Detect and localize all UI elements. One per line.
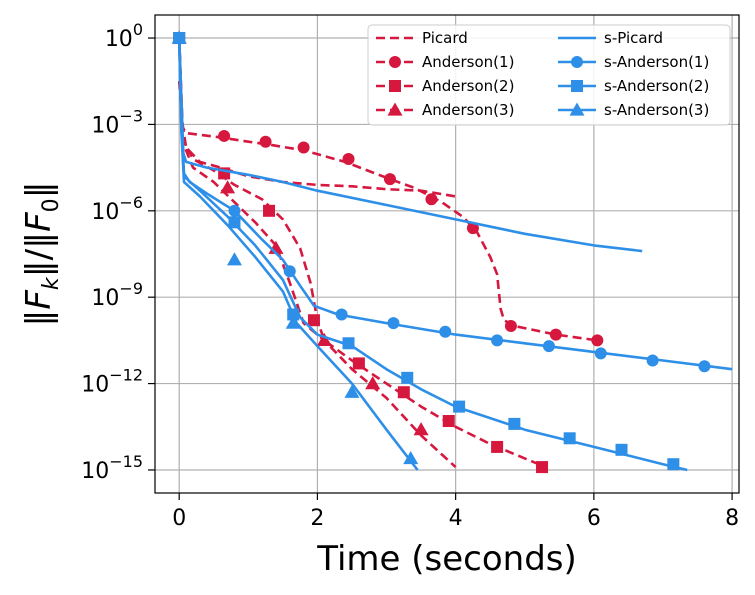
series-s-anderson2 bbox=[173, 32, 688, 472]
data-point bbox=[397, 386, 410, 399]
data-point bbox=[263, 204, 276, 217]
plot-frame bbox=[154, 14, 740, 494]
data-point bbox=[615, 443, 628, 456]
data-point bbox=[491, 334, 504, 347]
ticks: 0 2 4 6 8 100 10−3 10−6 10−9 10−12 10−15 bbox=[81, 20, 739, 531]
data-point bbox=[259, 135, 272, 148]
x-tick-label: 2 bbox=[310, 506, 324, 531]
data-point bbox=[466, 222, 479, 235]
series-layer bbox=[171, 30, 733, 474]
data-point bbox=[342, 337, 355, 350]
y-axis-title: ‖Fk‖/‖F0‖ bbox=[19, 181, 64, 326]
legend-label-anderson2: Anderson(2) bbox=[422, 77, 514, 95]
legend-frame bbox=[367, 24, 731, 126]
legend-marker-s-anderson1 bbox=[571, 56, 583, 68]
legend-label-picard: Picard bbox=[422, 29, 468, 47]
data-point bbox=[226, 252, 242, 266]
data-point bbox=[442, 415, 455, 428]
data-point bbox=[383, 173, 396, 186]
legend-marker-s-anderson3 bbox=[569, 102, 585, 116]
x-tick-label: 4 bbox=[449, 506, 463, 531]
legend-label-s-anderson3: s-Anderson(3) bbox=[604, 101, 709, 119]
legend-marker-s-anderson2 bbox=[571, 80, 583, 92]
data-point bbox=[307, 314, 320, 327]
data-point bbox=[536, 461, 549, 474]
y-tick-label: 10−6 bbox=[91, 193, 143, 225]
legend-label-anderson1: Anderson(1) bbox=[422, 53, 514, 71]
legend-label-s-anderson2: s-Anderson(2) bbox=[604, 77, 709, 95]
data-point bbox=[283, 265, 296, 278]
legend: Picard Anderson(1) Anderson(2) Anderson(3) s… bbox=[367, 24, 731, 126]
data-point bbox=[401, 371, 414, 384]
x-tick-label: 0 bbox=[172, 506, 186, 531]
legend-marker-anderson1 bbox=[389, 56, 401, 68]
x-axis-title: Time (seconds) bbox=[316, 539, 577, 579]
y-tick-label: 100 bbox=[105, 20, 143, 52]
data-point bbox=[335, 308, 348, 321]
data-point bbox=[413, 422, 429, 436]
data-point bbox=[504, 319, 517, 332]
data-point bbox=[297, 141, 310, 154]
data-point bbox=[316, 332, 332, 347]
data-point bbox=[439, 325, 452, 338]
data-point bbox=[171, 30, 187, 44]
x-tick-label: 6 bbox=[587, 506, 601, 531]
y-tick-label: 10−9 bbox=[91, 279, 143, 311]
data-point bbox=[491, 440, 504, 453]
series-line-s-anderson3 bbox=[177, 37, 419, 471]
data-point bbox=[228, 204, 241, 217]
series-line-s-anderson2 bbox=[177, 37, 688, 472]
y-tick-label: 10−3 bbox=[91, 106, 143, 138]
data-point bbox=[403, 450, 419, 465]
y-tick-label: 10−12 bbox=[81, 366, 143, 398]
data-point bbox=[542, 340, 555, 353]
data-point bbox=[646, 354, 659, 367]
data-point bbox=[342, 152, 355, 165]
legend-label-s-anderson1: s-Anderson(1) bbox=[604, 53, 709, 71]
legend-marker-anderson2 bbox=[389, 80, 401, 92]
data-point bbox=[352, 357, 365, 370]
series-s-anderson3 bbox=[171, 30, 419, 471]
legend-label-s-picard: s-Picard bbox=[604, 29, 663, 47]
data-point bbox=[285, 315, 301, 329]
data-point bbox=[549, 328, 562, 341]
data-point bbox=[698, 360, 711, 373]
data-point bbox=[228, 216, 241, 229]
data-point bbox=[667, 458, 680, 471]
data-point bbox=[594, 347, 607, 360]
data-point bbox=[365, 376, 381, 390]
data-point bbox=[453, 400, 466, 413]
data-point bbox=[218, 129, 231, 142]
x-tick-label: 8 bbox=[725, 506, 739, 531]
data-point bbox=[387, 317, 400, 330]
data-point bbox=[591, 334, 604, 347]
legend-marker-anderson3 bbox=[387, 102, 403, 116]
data-point bbox=[220, 180, 236, 194]
data-point bbox=[563, 432, 576, 445]
y-tick-label: 10−15 bbox=[81, 452, 143, 484]
data-point bbox=[344, 384, 360, 398]
legend-label-anderson3: Anderson(3) bbox=[422, 101, 514, 119]
data-point bbox=[508, 417, 521, 430]
data-point bbox=[425, 193, 438, 206]
